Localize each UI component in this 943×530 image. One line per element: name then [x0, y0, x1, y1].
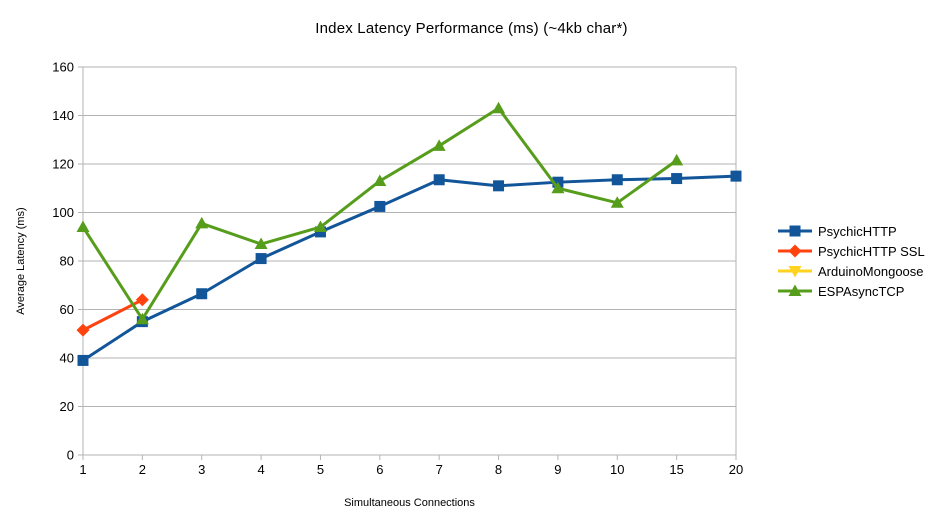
y-axis-title: Average Latency (ms) — [15, 207, 27, 315]
legend-swatch-triangle-up-icon — [778, 284, 812, 296]
legend: PsychicHTTP PsychicHTTP SSL ArduinoMongo… — [777, 221, 925, 301]
svg-text:8: 8 — [495, 462, 502, 477]
svg-text:10: 10 — [610, 462, 624, 477]
svg-text:20: 20 — [729, 462, 743, 477]
legend-label: PsychicHTTP SSL — [818, 243, 925, 259]
svg-text:80: 80 — [60, 254, 74, 269]
legend-swatch-square-icon — [778, 225, 812, 237]
svg-text:3: 3 — [198, 462, 205, 477]
legend-swatch-triangle-down-icon — [778, 266, 812, 278]
svg-text:2: 2 — [139, 462, 146, 477]
svg-text:60: 60 — [60, 302, 74, 317]
svg-text:7: 7 — [436, 462, 443, 477]
svg-text:120: 120 — [52, 157, 74, 172]
svg-text:160: 160 — [52, 60, 74, 75]
svg-text:1: 1 — [79, 462, 86, 477]
svg-text:140: 140 — [52, 108, 74, 123]
svg-text:5: 5 — [317, 462, 324, 477]
x-axis-title: Simultaneous Connections — [344, 497, 475, 509]
svg-text:6: 6 — [376, 462, 383, 477]
legend-item-espasynctcp: ESPAsyncTCP — [777, 281, 925, 301]
legend-label: PsychicHTTP — [818, 223, 897, 239]
svg-text:4: 4 — [257, 462, 264, 477]
legend-item-arduinomongoose: ArduinoMongoose — [777, 261, 925, 281]
legend-swatch-diamond-icon — [778, 244, 812, 258]
legend-item-psychichttp-ssl: PsychicHTTP SSL — [777, 241, 925, 261]
svg-text:15: 15 — [669, 462, 683, 477]
svg-text:20: 20 — [60, 399, 74, 414]
legend-item-psychichttp: PsychicHTTP — [777, 221, 925, 241]
svg-text:100: 100 — [52, 205, 74, 220]
svg-text:40: 40 — [60, 351, 74, 366]
legend-label: ArduinoMongoose — [818, 263, 924, 279]
svg-text:9: 9 — [554, 462, 561, 477]
legend-label: ESPAsyncTCP — [818, 283, 905, 299]
svg-text:0: 0 — [67, 448, 74, 463]
chart-title: Index Latency Performance (ms) (~4kb cha… — [315, 20, 628, 37]
